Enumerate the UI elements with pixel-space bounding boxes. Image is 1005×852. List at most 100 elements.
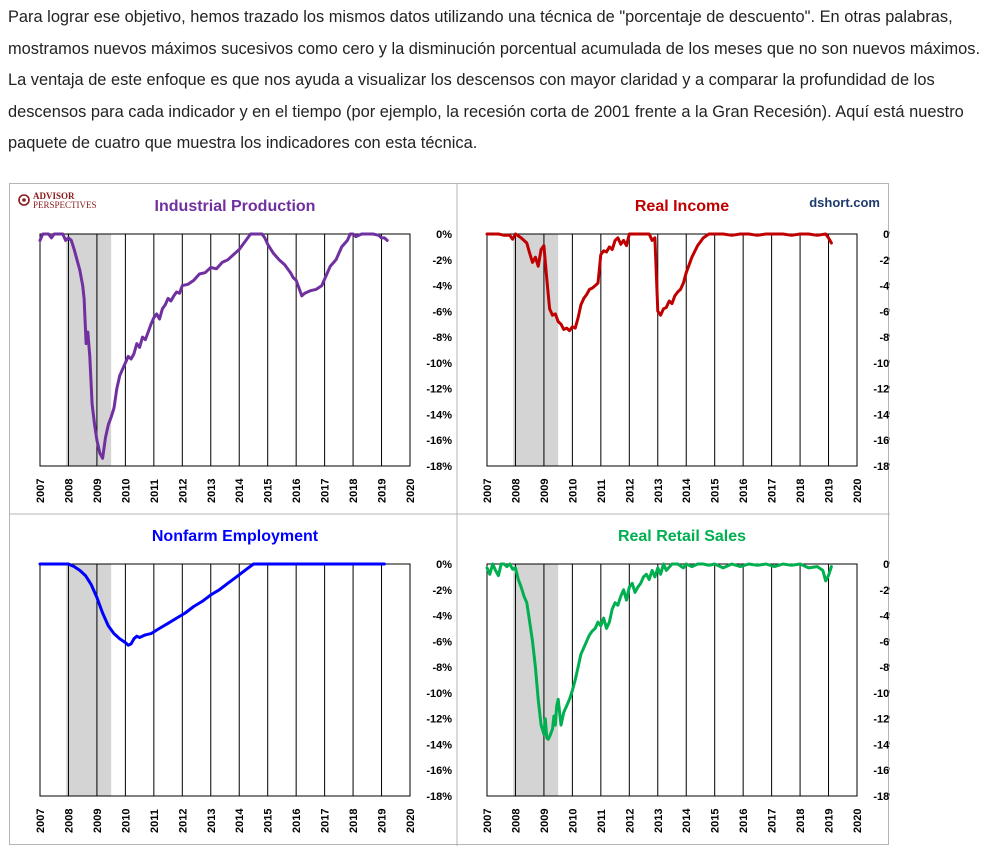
recession-band (66, 564, 112, 796)
x-tick-label: 2018 (348, 809, 360, 833)
x-tick-label: 2011 (149, 809, 161, 833)
x-tick-label: 2013 (206, 809, 218, 833)
y-tick-label: -6% (879, 306, 890, 318)
x-tick-label: 2007 (35, 809, 47, 833)
x-tick-label: 2013 (206, 479, 218, 503)
logo-mark-icon (18, 194, 30, 206)
x-tick-label: 2010 (120, 809, 132, 833)
x-tick-label: 2013 (653, 479, 665, 503)
plot-frame (39, 233, 411, 467)
x-tick-label: 2010 (567, 479, 579, 503)
y-tick-label: 0% (883, 229, 890, 241)
logo-line2: PERSPECTIVES (33, 200, 97, 210)
x-tick-label: 2020 (405, 479, 417, 503)
chart-panel-1: Industrial Production 2007 2008 2009 2010 201… (35, 198, 452, 503)
y-tick-label: -10% (873, 688, 890, 700)
logo-mark-center (22, 198, 26, 202)
y-tick-label: -2% (432, 255, 452, 267)
chart-panel-3: Nonfarm Employment 2007 2008 2009 2010 2011 20… (35, 528, 452, 833)
y-tick-label: -18% (426, 461, 452, 473)
x-tick-label: 2011 (596, 479, 608, 503)
x-tick-label: 2015 (263, 809, 275, 833)
y-tick-label: -10% (426, 358, 452, 370)
x-tick-label: 2019 (377, 479, 389, 503)
y-tick-label: -10% (426, 688, 452, 700)
recession-band (513, 234, 559, 466)
y-tick-label: -4% (432, 281, 452, 293)
y-tick-label: -12% (873, 714, 890, 726)
x-tick-label: 2012 (177, 479, 189, 503)
y-tick-label: -16% (426, 435, 452, 447)
x-tick-label: 2014 (234, 808, 246, 833)
chart-title: Nonfarm Employment (152, 528, 319, 545)
y-tick-label: -4% (879, 281, 890, 293)
x-tick-label: 2010 (120, 479, 132, 503)
x-tick-label: 2009 (92, 479, 104, 503)
x-tick-label: 2014 (234, 478, 246, 503)
x-tick-label: 2016 (291, 809, 303, 833)
chart-panel-2: Real Income 2007 2008 2009 2010 2011 2012 2013 2… (482, 198, 890, 503)
x-tick-label: 2017 (320, 809, 332, 833)
logo-line1: ADVISOR (33, 191, 75, 201)
y-tick-label: -2% (879, 255, 890, 267)
x-tick-label: 2019 (824, 479, 836, 503)
y-tick-label: -14% (426, 409, 452, 421)
x-tick-label: 2016 (291, 479, 303, 503)
x-tick-label: 2012 (624, 809, 636, 833)
y-tick-label: -16% (426, 765, 452, 777)
x-tick-label: 2012 (624, 479, 636, 503)
plot-frame (486, 233, 858, 467)
x-tick-label: 2018 (795, 479, 807, 503)
y-tick-label: -10% (873, 358, 890, 370)
x-tick-label: 2018 (348, 479, 360, 503)
y-tick-label: -12% (873, 384, 890, 396)
series-line (485, 232, 833, 333)
x-tick-label: 2007 (482, 479, 494, 503)
x-tick-label: 2008 (63, 479, 75, 503)
x-tick-label: 2011 (149, 479, 161, 503)
x-tick-label: 2009 (539, 809, 551, 833)
x-tick-label: 2017 (767, 479, 779, 503)
x-tick-label: 2012 (177, 809, 189, 833)
x-tick-label: 2013 (653, 809, 665, 833)
y-tick-label: -4% (879, 611, 890, 623)
y-tick-label: -12% (426, 384, 452, 396)
x-tick-label: 2015 (710, 809, 722, 833)
series-line (38, 562, 386, 647)
y-tick-label: -4% (432, 611, 452, 623)
x-tick-label: 2019 (377, 809, 389, 833)
chart-panel-4: Real Retail Sales 2007 2008 2009 2010 2011 201… (482, 528, 890, 833)
y-tick-label: -2% (432, 585, 452, 597)
chart-title: Real Income (635, 198, 729, 215)
x-tick-label: 2008 (63, 809, 75, 833)
y-tick-label: 0% (436, 229, 452, 241)
y-tick-label: -8% (432, 662, 452, 674)
y-tick-label: -8% (879, 662, 890, 674)
y-tick-label: -14% (873, 739, 890, 751)
x-tick-label: 2019 (824, 809, 836, 833)
x-tick-label: 2011 (596, 809, 608, 833)
y-tick-label: -2% (879, 585, 890, 597)
y-tick-label: -6% (879, 636, 890, 648)
x-tick-label: 2015 (263, 479, 275, 503)
y-tick-label: -8% (432, 332, 452, 344)
y-tick-label: 0% (436, 559, 452, 571)
y-tick-label: -14% (426, 739, 452, 751)
x-tick-label: 2020 (405, 809, 417, 833)
y-tick-label: -8% (879, 332, 890, 344)
x-tick-label: 2008 (510, 479, 522, 503)
x-tick-label: 2015 (710, 479, 722, 503)
series-line (38, 232, 389, 460)
x-tick-label: 2018 (795, 809, 807, 833)
source-label: dshort.com (809, 195, 880, 210)
series-line (485, 562, 833, 741)
x-tick-label: 2020 (852, 479, 864, 503)
chart-title: Real Retail Sales (618, 528, 746, 545)
y-tick-label: -16% (873, 435, 890, 447)
y-tick-label: -6% (432, 306, 452, 318)
y-tick-label: -18% (426, 791, 452, 803)
y-tick-label: -14% (873, 409, 890, 421)
y-tick-label: -18% (873, 461, 890, 473)
x-tick-label: 2017 (320, 479, 332, 503)
x-tick-label: 2010 (567, 809, 579, 833)
